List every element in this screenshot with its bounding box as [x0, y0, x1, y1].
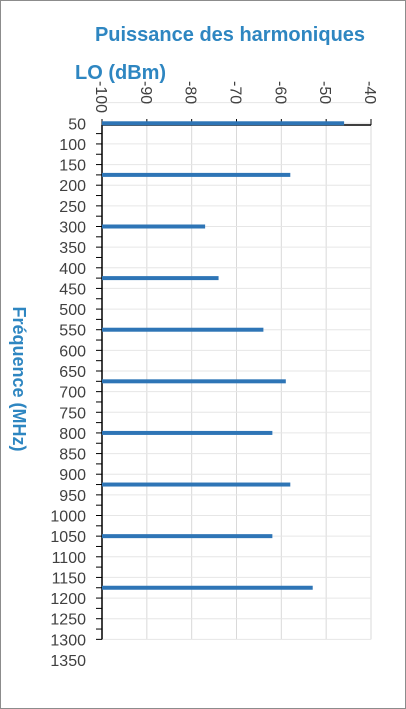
y-tick-label: 400 [59, 261, 86, 278]
chart-title-line-2: LO (dBm) [75, 62, 166, 84]
y-tick-label: 1000 [50, 509, 86, 526]
bar [102, 276, 219, 281]
y-tick-label: 1100 [52, 550, 87, 567]
y-tick-label: 500 [59, 302, 86, 319]
bar [102, 172, 291, 177]
axes [96, 119, 372, 640]
y-tick-label: 150 [59, 158, 86, 175]
y-tick-label: 450 [59, 281, 86, 298]
bar [102, 327, 264, 332]
y-tick-label: 750 [59, 405, 86, 422]
x-tick-label: -80 [182, 81, 199, 104]
y-tick-label: 900 [59, 467, 86, 484]
y-tick-label: 1200 [50, 591, 86, 608]
bar [102, 482, 291, 487]
y-tick-label: 50 [68, 116, 86, 133]
y-tick-label: 850 [59, 447, 86, 464]
x-tick-labels: -100 -90 -80 -70 -60 -50 -40 [92, 81, 378, 113]
x-tick-label: -90 [137, 81, 154, 104]
y-tick-label: 1250 [50, 612, 86, 629]
y-tick-label: 1050 [50, 529, 86, 546]
x-tick-label: -40 [361, 81, 378, 104]
x-tick-label: -60 [271, 81, 288, 104]
x-tick-label: -100 [92, 81, 109, 113]
y-tick-label: 300 [59, 220, 86, 237]
y-tick-label: 550 [59, 323, 86, 340]
bars [102, 121, 345, 590]
y-tick-label: 800 [59, 426, 86, 443]
x-tick-label: -70 [227, 81, 244, 104]
y-tick-label: 1300 [50, 632, 86, 649]
grid [102, 102, 372, 640]
y-tick-label: 700 [59, 385, 86, 402]
y-tick-label: 1350 [50, 653, 86, 670]
x-tick-label: -50 [316, 81, 333, 104]
bar [102, 585, 313, 590]
y-tick-label: 200 [59, 178, 86, 195]
y-tick-label: 600 [59, 343, 86, 360]
y-tick-label: 1150 [52, 570, 87, 587]
bar [102, 379, 286, 384]
bar [102, 534, 273, 539]
y-axis-label: Fréquence (MHz) [9, 306, 29, 451]
y-tick-label: 250 [59, 199, 86, 216]
y-tick-label: 650 [59, 364, 86, 381]
bar [102, 121, 345, 126]
bar [102, 430, 273, 435]
y-tick-label: 350 [59, 240, 86, 257]
y-tick-label: 100 [59, 137, 86, 154]
bar [102, 224, 206, 229]
y-tick-labels: 50 100 150 200 250 300 350 400 450 500 550 600 650 70… [50, 116, 86, 670]
y-tick-label: 950 [59, 488, 86, 505]
chart-title-line-1: Puissance des harmoniques [95, 24, 365, 46]
